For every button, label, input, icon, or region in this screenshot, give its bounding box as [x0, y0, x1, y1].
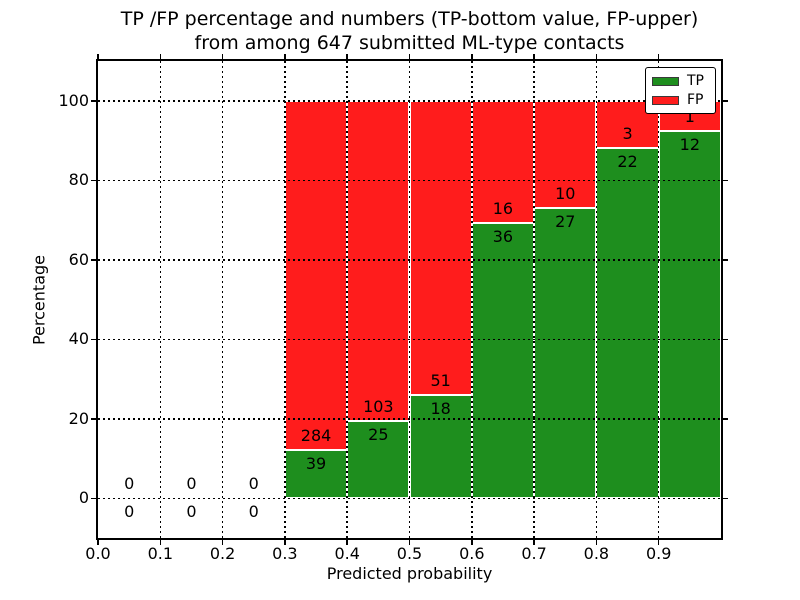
- x-tick-mark: [408, 540, 411, 545]
- x-axis-label: Predicted probability: [326, 564, 493, 583]
- tp-bar-segment: [658, 131, 721, 499]
- x-tick-mark-top: [471, 54, 473, 59]
- x-tick-mark-top: [97, 54, 99, 59]
- y-tick-mark: [91, 100, 96, 102]
- x-tick-mark: [159, 540, 162, 545]
- x-tick-mark: [595, 540, 598, 545]
- fp-legend-swatch-icon: [652, 95, 679, 105]
- tp-bar-segment: [347, 420, 410, 499]
- tp-count-label: 36: [492, 227, 514, 247]
- y-tick-mark: [91, 497, 96, 499]
- vertical-gridline: [346, 61, 348, 538]
- x-tick-label: 0.8: [583, 544, 610, 563]
- fp-count-label: 3: [622, 124, 633, 144]
- x-tick-mark-top: [408, 54, 411, 59]
- y-tick-label: 0: [78, 488, 89, 508]
- tp-legend-swatch-icon: [652, 76, 679, 86]
- x-tick-label: 0.7: [521, 544, 547, 563]
- y-tick-mark: [91, 259, 96, 261]
- y-tick-mark-right: [723, 259, 728, 261]
- x-tick-mark: [533, 540, 535, 545]
- x-tick-mark-top: [346, 54, 348, 59]
- fp-count-label: 284: [300, 426, 332, 446]
- legend-item-fp: FP: [652, 92, 709, 108]
- chart-title-line2: from among 647 submitted ML-type contact…: [194, 32, 625, 54]
- tp-count-label: 18: [430, 398, 451, 418]
- tp-count-label: 25: [368, 424, 389, 444]
- x-tick-mark: [346, 540, 348, 545]
- x-tick-label: 0.0: [85, 544, 111, 563]
- x-tick-mark-top: [159, 54, 162, 59]
- y-tick-mark-right: [723, 497, 728, 499]
- fp-bar-segment: [534, 100, 597, 209]
- y-tick-mark-right: [723, 179, 728, 181]
- x-tick-mark: [221, 540, 224, 545]
- x-tick-mark-top: [595, 54, 598, 59]
- tp-bar-segment: [471, 223, 535, 499]
- x-tick-mark: [284, 540, 286, 545]
- tp-count-label: 22: [617, 152, 638, 172]
- tp-count-label: 0: [186, 502, 197, 522]
- chart-title: TP /FP percentage and numbers (TP-bottom…: [98, 7, 721, 55]
- y-tick-mark: [91, 418, 96, 420]
- fp-count-label: 0: [186, 474, 197, 494]
- fp-count-label: 0: [248, 474, 259, 494]
- vertical-gridline: [284, 61, 286, 538]
- x-tick-label: 0.1: [147, 544, 174, 563]
- y-tick-mark-right: [723, 418, 728, 420]
- x-tick-label: 0.5: [396, 544, 423, 563]
- fp-count-label: 0: [124, 474, 135, 494]
- y-tick-label: 40: [68, 329, 89, 349]
- x-tick-mark: [657, 540, 660, 545]
- x-tick-label: 0.6: [459, 544, 485, 563]
- vertical-gridline: [533, 61, 535, 538]
- x-tick-label: 0.3: [272, 544, 298, 563]
- y-tick-label: 80: [68, 170, 89, 190]
- vertical-gridline: [595, 61, 598, 538]
- y-tick-label: 60: [68, 249, 89, 269]
- x-tick-mark-top: [284, 54, 286, 59]
- fp-bar-segment: [409, 100, 472, 395]
- fp-count-label: 10: [555, 184, 576, 204]
- y-tick-mark-right: [723, 100, 728, 102]
- tp-legend-label: TP: [687, 73, 704, 89]
- chart-title-line1: TP /FP percentage and numbers (TP-bottom…: [120, 8, 699, 30]
- x-tick-mark-top: [657, 54, 660, 59]
- fp-legend-label: FP: [687, 92, 704, 108]
- vertical-gridline: [657, 61, 660, 538]
- x-tick-label: 0.2: [209, 544, 236, 563]
- fp-count-label: 103: [363, 396, 394, 416]
- tp-count-label: 12: [679, 135, 701, 155]
- x-tick-mark-top: [221, 54, 224, 59]
- tp-count-label: 0: [248, 502, 259, 522]
- plot-area: 0 0 0 0 0 0 284 39 103 25 51 18 16 36 10 27 3 22 1 12: [98, 61, 721, 538]
- vertical-gridline: [471, 61, 473, 538]
- tp-bar-segment: [534, 208, 597, 499]
- fp-count-label: 1: [684, 107, 695, 127]
- tp-count-label: 27: [555, 212, 576, 232]
- y-tick-mark: [91, 338, 96, 340]
- vertical-gridline: [159, 61, 162, 538]
- vertical-gridline: [408, 61, 411, 538]
- y-tick-label: 100: [58, 90, 89, 110]
- y-tick-mark: [91, 179, 96, 181]
- tp-count-label: 39: [305, 454, 327, 474]
- x-tick-mark: [471, 540, 473, 545]
- fp-count-label: 16: [492, 199, 514, 219]
- x-tick-mark: [97, 540, 99, 545]
- tp-bar-segment: [596, 148, 659, 499]
- x-tick-label: 0.4: [334, 544, 360, 563]
- x-tick-mark-top: [533, 54, 535, 59]
- legend: TP FP: [645, 67, 716, 114]
- legend-item-tp: TP: [652, 73, 709, 89]
- y-tick-mark-right: [723, 338, 728, 340]
- y-tick-label: 20: [68, 408, 89, 428]
- tp-count-label: 0: [124, 502, 135, 522]
- vertical-gridline: [221, 61, 224, 538]
- x-tick-label: 0.9: [645, 544, 672, 563]
- fp-count-label: 51: [430, 370, 451, 390]
